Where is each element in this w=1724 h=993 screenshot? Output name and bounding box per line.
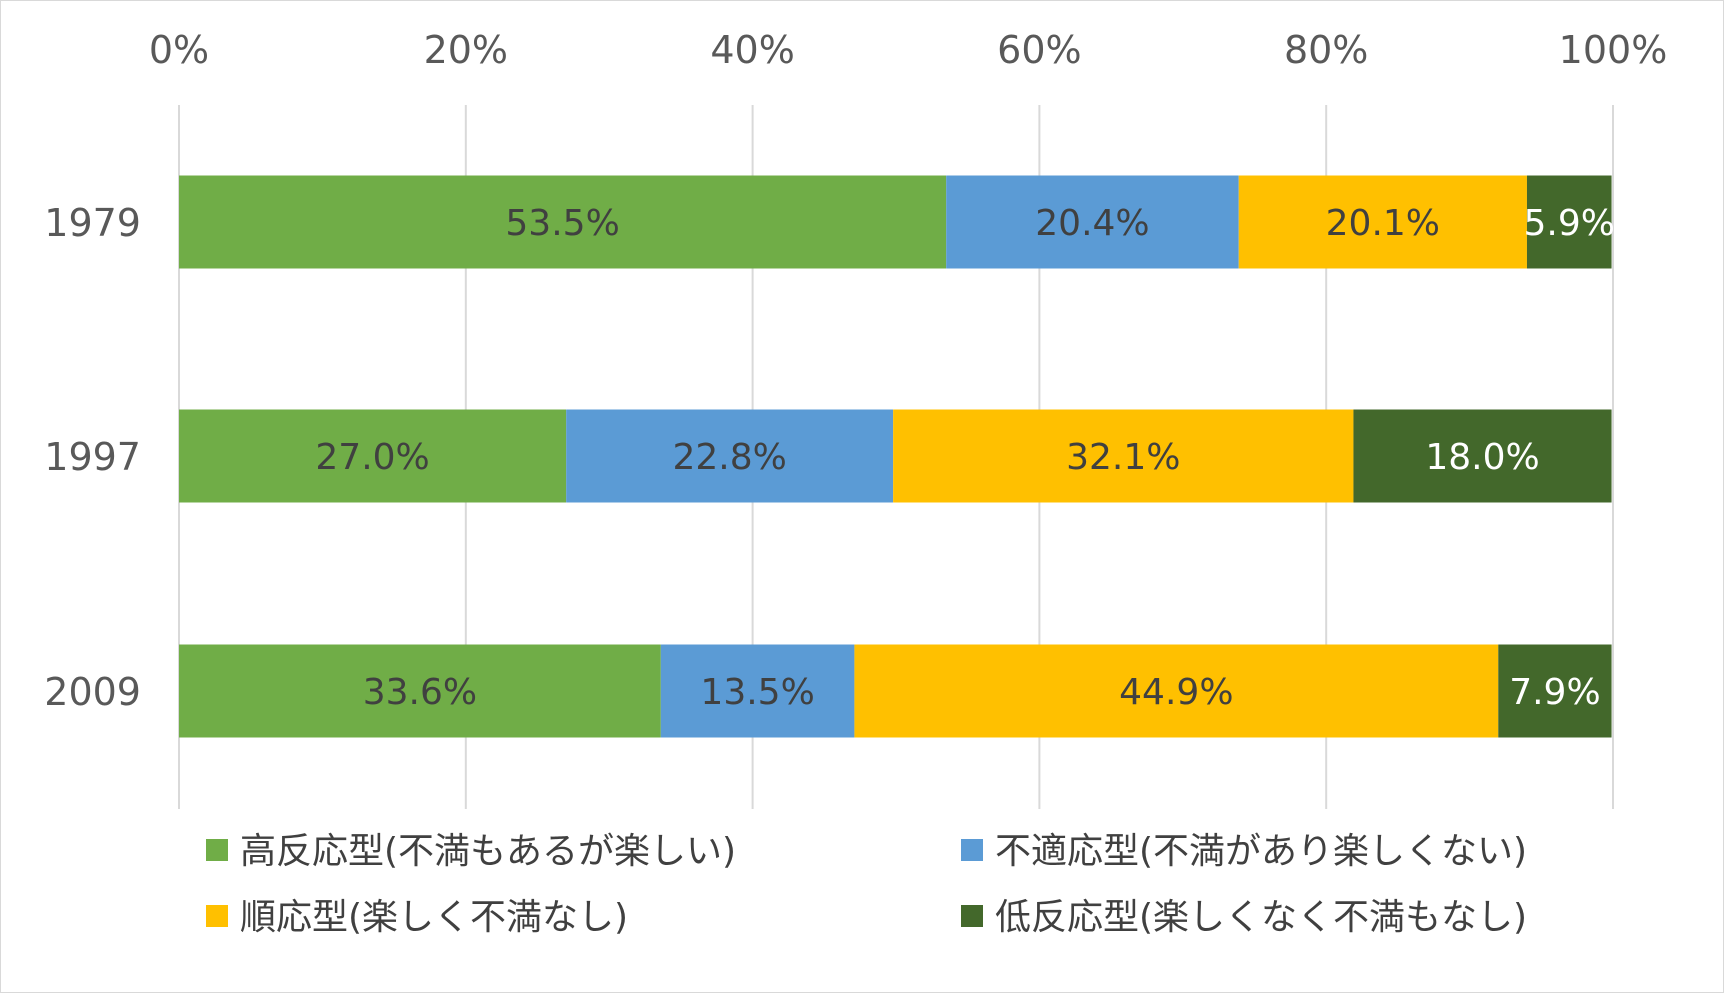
legend-swatch bbox=[961, 839, 983, 861]
legend-label: 不適応型(不満があり楽しくない) bbox=[995, 831, 1527, 872]
legend-swatch bbox=[206, 905, 228, 927]
data-label: 44.9% bbox=[1119, 672, 1233, 713]
x-tick-label: 0% bbox=[149, 28, 209, 72]
legend: 高反応型(不満もあるが楽しい) 不適応型(不満があり楽しくない) 順応型(楽しく不満… bbox=[206, 831, 1527, 938]
bar-segment bbox=[1526, 175, 1612, 269]
x-tick-label: 60% bbox=[997, 28, 1081, 72]
data-label: 22.8% bbox=[672, 437, 786, 478]
bar-segment bbox=[1498, 644, 1612, 738]
y-category-label: 1979 bbox=[44, 201, 141, 245]
bar-segment bbox=[1353, 409, 1612, 503]
x-tick-label: 40% bbox=[710, 28, 794, 72]
data-label: 18.0% bbox=[1425, 437, 1539, 478]
bar-segment bbox=[660, 644, 855, 738]
data-label: 5.9% bbox=[1524, 203, 1615, 244]
legend-swatch bbox=[961, 905, 983, 927]
bar-segment bbox=[179, 644, 661, 738]
x-tick-label: 20% bbox=[424, 28, 508, 72]
bar-segment bbox=[854, 644, 1499, 738]
bar-segment bbox=[179, 409, 567, 503]
data-label: 13.5% bbox=[700, 672, 814, 713]
data-label: 27.0% bbox=[315, 437, 429, 478]
bar-segment bbox=[893, 409, 1354, 503]
bar-segment bbox=[946, 175, 1239, 269]
bar-segment bbox=[1238, 175, 1527, 269]
legend-label: 高反応型(不満もあるが楽しい) bbox=[240, 831, 736, 872]
data-label: 32.1% bbox=[1066, 437, 1180, 478]
x-axis-ticks: 0% 20% 40% 60% 80% 100% bbox=[149, 28, 1667, 72]
category-labels: 1979 1997 2009 bbox=[44, 201, 141, 714]
y-category-label: 1997 bbox=[44, 435, 141, 479]
x-tick-label: 80% bbox=[1284, 28, 1368, 72]
y-category-label: 2009 bbox=[44, 670, 141, 714]
legend-label: 低反応型(楽しくなく不満もなし) bbox=[995, 897, 1527, 938]
legend-label: 順応型(楽しく不満なし) bbox=[240, 897, 628, 938]
bar-segment bbox=[566, 409, 894, 503]
bar-segment bbox=[179, 175, 947, 269]
x-tick-label: 100% bbox=[1559, 28, 1668, 72]
data-label: 20.4% bbox=[1035, 203, 1149, 244]
data-label: 53.5% bbox=[505, 203, 619, 244]
data-label: 33.6% bbox=[363, 672, 477, 713]
legend-swatch bbox=[206, 839, 228, 861]
bars: 53.5% 20.4% 20.1% 5.9% 27.0% 22.8% 32.1% 18.0% 3… bbox=[179, 175, 1615, 738]
data-label: 20.1% bbox=[1326, 203, 1440, 244]
data-label: 7.9% bbox=[1509, 672, 1600, 713]
